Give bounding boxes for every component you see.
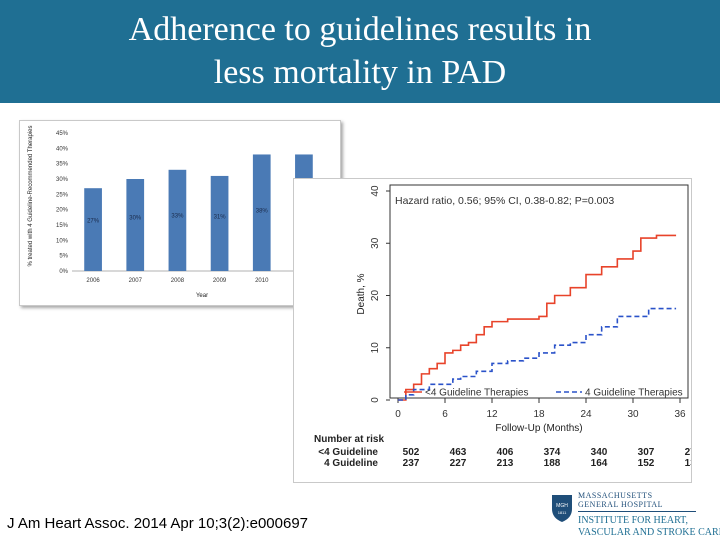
bar-category-label: 2009 <box>213 278 227 284</box>
logo-divider <box>578 511 696 512</box>
risk-cell: 213 <box>497 458 514 469</box>
slide-title-line2: less mortality in PAD <box>213 54 507 91</box>
km-series-line <box>398 234 677 401</box>
citation: J Am Heart Assoc. 2014 Apr 10;3(2):e0006… <box>7 515 309 532</box>
bar <box>252 154 271 271</box>
risk-cell: 164 <box>591 458 608 469</box>
km-xtick-label: 6 <box>442 409 448 420</box>
bar-value-label: 30% <box>129 216 142 222</box>
risk-cell: 237 <box>403 458 420 469</box>
bar-category-label: 2007 <box>129 278 143 284</box>
km-xtick-label: 0 <box>395 409 401 420</box>
bar-chart-panel: 0% 5% 10% 15% 20% 25% 30% 35% 40% 45% 2006 27% 2007… <box>19 120 341 306</box>
risk-cell: 274 <box>685 447 691 458</box>
bar-ytick-label: 45% <box>56 131 69 137</box>
risk-cell: 463 <box>450 447 467 458</box>
bar-value-label: 33% <box>171 214 184 220</box>
risk-cell: 340 <box>591 447 608 458</box>
bar-chart-xlabel: Year <box>196 293 208 299</box>
km-xtick-label: 36 <box>674 409 686 420</box>
bar-ytick-label: 25% <box>56 192 69 198</box>
risk-cell: 374 <box>544 447 561 458</box>
slide-title-line1: Adherence to guidelines results in <box>128 11 592 48</box>
logo-line3: INSTITUTE FOR HEART, <box>578 515 689 526</box>
bar-chart-ylabel: % treated with 4 Guideline-Recommended T… <box>28 126 34 267</box>
km-xtick-label: 18 <box>533 409 545 420</box>
bar-category-label: 2010 <box>255 278 269 284</box>
slide-title: Adherence to guidelines results in less … <box>0 8 720 94</box>
risk-cell: 131 <box>685 458 691 469</box>
bar-category-label: 2006 <box>86 278 100 284</box>
logo-line2: GENERAL HOSPITAL <box>578 500 664 509</box>
risk-cell: 307 <box>638 447 655 458</box>
km-series-line <box>398 307 677 401</box>
km-chart: 0 10 20 30 40 0 6 12 18 24 30 36 Hazard ratio, 0.56… <box>314 184 702 469</box>
risk-row-label: <4 Guideline <box>318 447 378 458</box>
km-xtick-label: 30 <box>627 409 639 420</box>
bar-value-label: 38% <box>256 209 269 215</box>
svg-text:1811: 1811 <box>558 510 567 515</box>
km-ytick-label: 30 <box>370 237 381 249</box>
risk-cell: 152 <box>638 458 655 469</box>
bar-ytick-label: 5% <box>59 254 68 260</box>
risk-cell: 406 <box>497 447 514 458</box>
mgh-seal-icon: MGH 1811 <box>552 495 572 522</box>
mgh-logo: MGH 1811 MASSACHUSETTS GENERAL HOSPITAL … <box>548 489 720 539</box>
svg-text:MGH: MGH <box>556 503 568 509</box>
logo-line1: MASSACHUSETTS <box>578 491 653 500</box>
bar-value-label: 27% <box>87 219 100 225</box>
km-xtick-label: 12 <box>486 409 498 420</box>
bar-ytick-label: 40% <box>56 146 69 152</box>
bar-ytick-label: 15% <box>56 223 69 229</box>
title-bar: Adherence to guidelines results in less … <box>0 0 720 103</box>
risk-table-header: Number at risk <box>314 434 384 445</box>
logo-line4: VASCULAR AND STROKE CARE <box>578 527 720 538</box>
risk-cell: 227 <box>450 458 467 469</box>
km-legend-label: <4 Guideline Therapies <box>425 388 529 399</box>
bar-chart: 0% 5% 10% 15% 20% 25% 30% 35% 40% 45% 2006 27% 2007… <box>28 126 325 299</box>
km-plot-frame <box>389 184 689 399</box>
risk-cell: 502 <box>403 447 420 458</box>
bar-category-label: 2008 <box>171 278 185 284</box>
km-xlabel: Follow-Up (Months) <box>495 423 582 434</box>
km-legend-label: 4 Guideline Therapies <box>585 388 683 399</box>
risk-row-label: 4 Guideline <box>324 458 378 469</box>
bar <box>210 175 229 271</box>
km-ytick-label: 40 <box>370 185 381 197</box>
km-ytick-label: 0 <box>370 397 381 403</box>
bar <box>168 169 187 271</box>
km-annotation: Hazard ratio, 0.56; 95% CI, 0.38-0.82; P… <box>395 195 614 207</box>
km-xtick-label: 24 <box>580 409 592 420</box>
km-ytick-label: 20 <box>370 290 381 302</box>
bar-ytick-label: 30% <box>56 177 69 183</box>
bar-ytick-label: 20% <box>56 208 69 214</box>
bar-ytick-label: 10% <box>56 238 69 244</box>
bar <box>126 179 145 271</box>
risk-cell: 188 <box>544 458 561 469</box>
bar-ytick-label: 0% <box>59 269 68 275</box>
km-ylabel: Death, % <box>356 273 367 314</box>
km-chart-panel: 0 10 20 30 40 0 6 12 18 24 30 36 Hazard ratio, 0.56… <box>293 178 702 483</box>
bar <box>84 188 102 271</box>
bar-value-label: 31% <box>214 215 227 221</box>
bar-ytick-label: 35% <box>56 162 69 168</box>
km-ytick-label: 10 <box>370 342 381 354</box>
